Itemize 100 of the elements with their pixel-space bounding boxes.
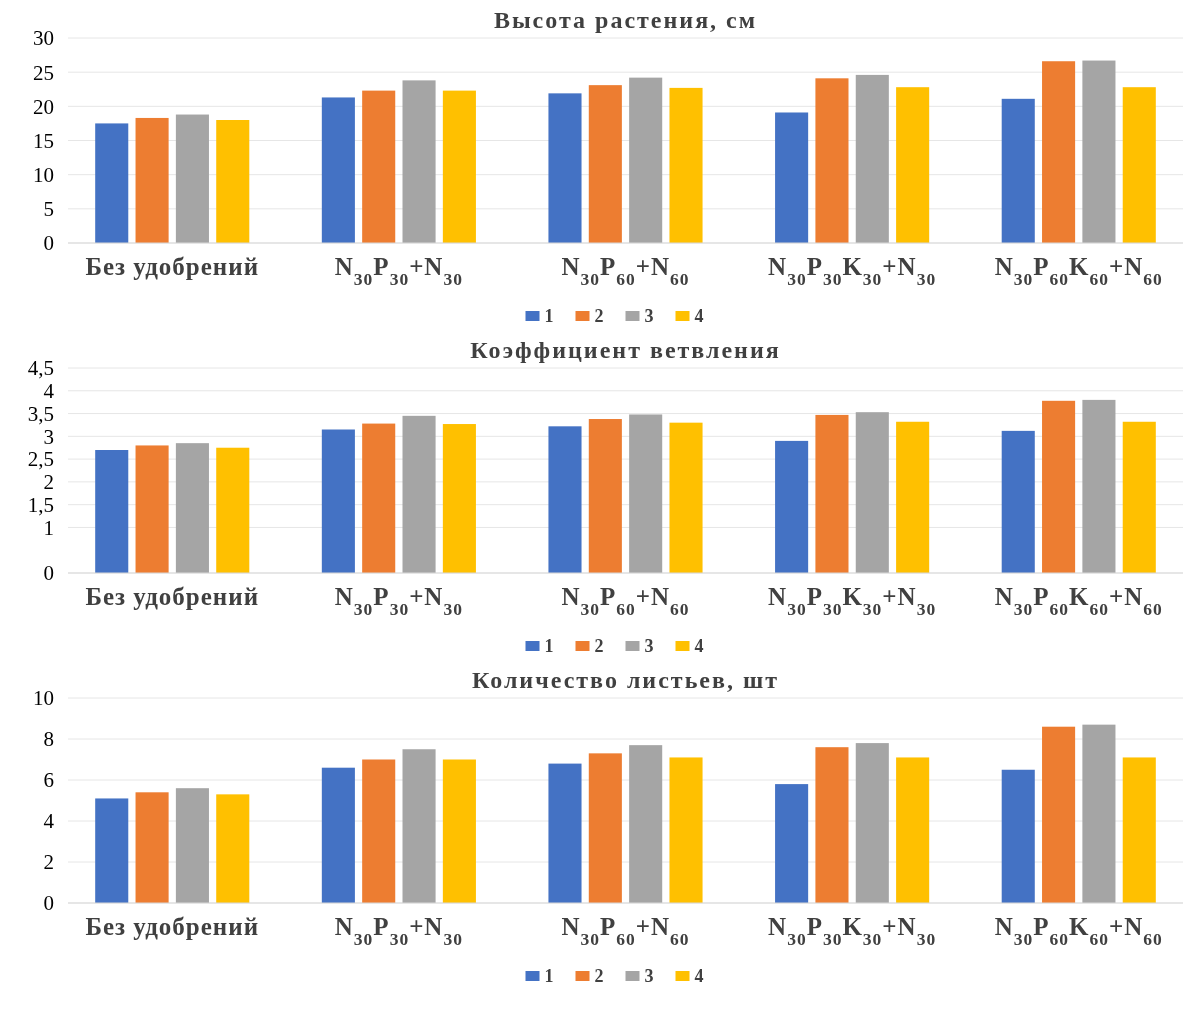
bar (629, 77, 663, 243)
legend-label: 3 (644, 306, 654, 327)
x-tick-label: N$_{30}$P$_{30}$+N$_{30}$ (334, 583, 463, 619)
bar (402, 749, 436, 903)
bar (1042, 400, 1076, 573)
bar (1001, 98, 1035, 243)
x-tick-label: N$_{30}$P$_{60}$+N$_{60}$ (561, 253, 690, 289)
bar (175, 788, 209, 903)
y-tick-label: 4 (43, 809, 55, 834)
bar (135, 792, 169, 903)
y-tick-label: 0 (43, 231, 54, 256)
bar (1001, 769, 1035, 903)
x-tick-label: N$_{30}$P$_{60}$K$_{60}$+N$_{60}$ (994, 913, 1163, 949)
bar (855, 412, 889, 573)
bar (216, 794, 250, 903)
bar (548, 763, 582, 903)
x-tick-label: N$_{30}$P$_{30}$K$_{30}$+N$_{30}$ (768, 913, 937, 949)
legend-label: 1 (544, 636, 554, 657)
bar (321, 767, 355, 903)
bar (548, 93, 582, 243)
legend-label: 2 (594, 306, 604, 327)
x-tick-label: N$_{30}$P$_{30}$K$_{30}$+N$_{30}$ (768, 583, 937, 619)
x-tick-label: N$_{30}$P$_{30}$+N$_{30}$ (334, 253, 463, 289)
bar (135, 445, 169, 573)
chart-title: Количество листьев, шт (472, 667, 779, 693)
chart-title: Коэффициент ветвления (470, 337, 781, 363)
bar (216, 120, 250, 243)
legend-label: 3 (644, 966, 654, 987)
legend-label: 2 (594, 966, 604, 987)
y-tick-label: 3,5 (27, 401, 54, 426)
bar (321, 97, 355, 243)
bar (321, 429, 355, 573)
bar (1082, 724, 1116, 903)
bar (815, 414, 849, 573)
bar (669, 87, 703, 243)
bar (442, 759, 476, 903)
bar (95, 123, 129, 243)
x-tick-label: Без удобрений (85, 253, 260, 280)
y-tick-label: 5 (43, 197, 54, 222)
bar (588, 753, 622, 903)
bar (896, 87, 930, 243)
y-tick-label: 1,5 (27, 493, 54, 518)
bar (1042, 61, 1076, 243)
bar (775, 784, 809, 903)
y-tick-label: 2 (43, 470, 54, 495)
x-tick-label: N$_{30}$P$_{30}$K$_{30}$+N$_{30}$ (768, 253, 937, 289)
bar (402, 80, 436, 243)
bar (95, 450, 129, 573)
y-tick-label: 0 (43, 891, 54, 916)
x-tick-label: Без удобрений (85, 913, 260, 940)
legend-label: 1 (544, 966, 554, 987)
y-tick-label: 6 (43, 768, 54, 793)
x-tick-label: N$_{30}$P$_{60}$K$_{60}$+N$_{60}$ (994, 583, 1163, 619)
bar (669, 757, 703, 903)
bar (135, 117, 169, 243)
legend-label: 4 (694, 636, 704, 657)
legend-label: 3 (644, 636, 654, 657)
bar (1122, 87, 1156, 243)
bar (629, 414, 663, 573)
bar (402, 415, 436, 573)
y-tick-label: 2 (43, 850, 54, 875)
bar (362, 423, 396, 573)
y-tick-label: 4 (43, 379, 55, 404)
bar (175, 114, 209, 243)
y-tick-label: 1 (43, 515, 54, 540)
bar (362, 90, 396, 243)
bar (815, 747, 849, 903)
y-tick-label: 30 (33, 26, 54, 51)
chart-title: Высота растения, см (493, 7, 758, 33)
bar (669, 422, 703, 573)
bar (216, 447, 250, 573)
y-tick-label: 15 (33, 128, 54, 153)
x-tick-label: N$_{30}$P$_{60}$K$_{60}$+N$_{60}$ (994, 253, 1163, 289)
bar (815, 78, 849, 243)
legend-label: 1 (544, 306, 554, 327)
bar (855, 74, 889, 243)
bar (1042, 726, 1076, 903)
bar (775, 440, 809, 573)
bar (175, 443, 209, 573)
y-tick-label: 2,5 (27, 447, 54, 472)
bar (588, 85, 622, 243)
bar (588, 419, 622, 573)
y-tick-label: 0 (43, 561, 54, 586)
y-tick-label: 10 (33, 686, 54, 711)
legend-label: 2 (594, 636, 604, 657)
legend-label: 4 (694, 306, 704, 327)
legend-label: 4 (694, 966, 704, 987)
y-tick-label: 20 (33, 94, 54, 119)
y-tick-label: 4,5 (27, 356, 54, 381)
x-tick-label: N$_{30}$P$_{60}$+N$_{60}$ (561, 583, 690, 619)
bar (442, 424, 476, 573)
x-tick-label: Без удобрений (85, 583, 260, 610)
bar (362, 759, 396, 903)
y-tick-label: 10 (33, 163, 54, 188)
x-tick-label: N$_{30}$P$_{30}$+N$_{30}$ (334, 913, 463, 949)
x-tick-label: N$_{30}$P$_{60}$+N$_{60}$ (561, 913, 690, 949)
bar (1122, 421, 1156, 573)
bar (1001, 430, 1035, 573)
bar (442, 90, 476, 243)
bar (1082, 60, 1116, 243)
